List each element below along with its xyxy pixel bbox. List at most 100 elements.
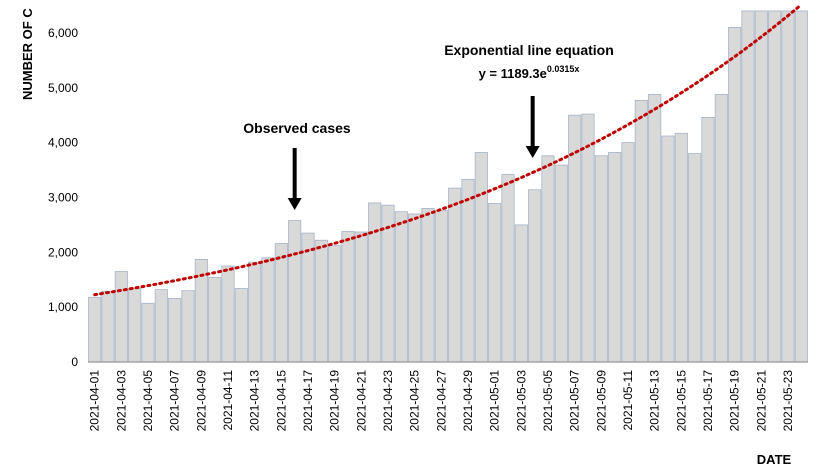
y-tick-label: 5,000 bbox=[48, 81, 78, 95]
bar-2021-04-01 bbox=[88, 296, 102, 363]
bar-2021-05-21 bbox=[754, 10, 768, 363]
bar-2021-05-13 bbox=[648, 93, 662, 363]
x-tick-label: 2021-04-07 bbox=[168, 370, 182, 432]
bar-2021-05-01 bbox=[488, 203, 502, 363]
bar-2021-05-18 bbox=[714, 93, 728, 363]
y-tick-label: 3,000 bbox=[48, 190, 78, 204]
x-tick-label: 2021-05-21 bbox=[754, 370, 768, 432]
bar-2021-04-29 bbox=[461, 178, 475, 363]
x-tick-label: 2021-04-27 bbox=[434, 370, 448, 432]
bar-2021-05-20 bbox=[741, 10, 755, 363]
x-tick-label: 2021-05-13 bbox=[648, 370, 662, 432]
annotation-arrow-observed bbox=[287, 148, 302, 210]
x-tick-label: 2021-04-03 bbox=[114, 370, 128, 432]
bar-2021-04-18 bbox=[314, 239, 328, 363]
bar-2021-05-12 bbox=[634, 99, 648, 363]
bar-2021-05-17 bbox=[701, 116, 715, 363]
equation-exponent: 0.0315x bbox=[547, 64, 580, 74]
arrow-head bbox=[525, 146, 540, 158]
x-tick-label: 2021-05-11 bbox=[621, 370, 635, 431]
x-tick-label: 2021-04-25 bbox=[408, 370, 422, 432]
bar-2021-05-10 bbox=[608, 152, 622, 363]
x-tick-label: 2021-05-17 bbox=[701, 370, 715, 432]
x-tick-label: 2021-04-09 bbox=[194, 370, 208, 432]
x-tick-label: 2021-05-01 bbox=[488, 370, 502, 432]
x-tick-label: 2021-05-09 bbox=[594, 370, 608, 432]
x-tick-label: 2021-04-11 bbox=[221, 370, 235, 431]
bar-2021-05-14 bbox=[661, 135, 675, 363]
x-tick-label: 2021-04-21 bbox=[354, 370, 368, 432]
bar-2021-04-04 bbox=[128, 288, 142, 363]
bar-2021-04-03 bbox=[114, 271, 128, 363]
y-tick-label: 1,000 bbox=[48, 300, 78, 314]
bar-2021-05-08 bbox=[581, 113, 595, 363]
bar-2021-04-10 bbox=[208, 277, 222, 363]
bar-2021-04-21 bbox=[354, 231, 368, 363]
y-axis-title: NUMBER OF C bbox=[20, 8, 35, 100]
bar-2021-05-03 bbox=[514, 224, 528, 363]
bar-2021-05-06 bbox=[554, 164, 568, 363]
bar-2021-04-24 bbox=[394, 211, 408, 363]
bar-2021-04-30 bbox=[474, 152, 488, 363]
x-tick-label: 2021-05-05 bbox=[541, 370, 555, 432]
bar-2021-04-16 bbox=[288, 220, 302, 363]
bar-2021-04-15 bbox=[274, 243, 288, 363]
x-tick-label: 2021-04-15 bbox=[274, 370, 288, 432]
x-axis-title: DATE bbox=[757, 452, 792, 467]
bar-2021-04-19 bbox=[328, 245, 342, 363]
bar-2021-04-22 bbox=[368, 202, 382, 363]
x-tick-label: 2021-04-29 bbox=[461, 370, 475, 432]
x-tick-labels: 2021-04-01 2021-04-03 2021-04-05 2021-04-07… bbox=[88, 370, 795, 432]
x-tick-label: 2021-05-19 bbox=[728, 370, 742, 432]
bar-2021-05-09 bbox=[594, 155, 608, 363]
bar-2021-05-23 bbox=[781, 10, 795, 363]
bar-2021-04-14 bbox=[261, 257, 275, 363]
x-tick-label: 2021-04-05 bbox=[141, 370, 155, 432]
y-tick-labels: 0 1,000 2,000 3,000 4,000 5,000 6,000 bbox=[48, 26, 78, 369]
bar-2021-05-16 bbox=[688, 153, 702, 363]
x-tick-label: 2021-04-23 bbox=[381, 370, 395, 432]
bar-2021-05-05 bbox=[541, 155, 555, 363]
bar-2021-05-04 bbox=[528, 189, 542, 363]
bar-2021-04-06 bbox=[154, 289, 168, 363]
bar-2021-04-25 bbox=[408, 213, 422, 363]
x-tick-label: 2021-05-15 bbox=[674, 370, 688, 432]
bar-2021-04-28 bbox=[448, 187, 462, 363]
bar-2021-05-15 bbox=[674, 132, 688, 363]
x-tick-label: 2021-04-01 bbox=[88, 370, 102, 432]
annotation-observed-cases: Observed cases bbox=[243, 120, 351, 136]
bar-2021-05-24 bbox=[794, 10, 808, 363]
x-tick-label: 2021-04-13 bbox=[248, 370, 262, 432]
bar-2021-04-27 bbox=[434, 210, 448, 363]
annotation-arrow-equation bbox=[525, 96, 540, 158]
trendline-group bbox=[93, 3, 803, 297]
bar-2021-04-20 bbox=[341, 231, 355, 363]
x-tick-label: 2021-05-03 bbox=[514, 370, 528, 432]
arrow-head bbox=[287, 198, 302, 210]
annotation-equation: y = 1189.3e0.0315x bbox=[479, 64, 580, 81]
x-tick-label: 2021-05-23 bbox=[781, 370, 795, 432]
trendline bbox=[93, 3, 803, 297]
x-tick-label: 2021-05-07 bbox=[568, 370, 582, 432]
bar-2021-05-19 bbox=[728, 27, 742, 363]
bar-2021-04-26 bbox=[421, 208, 435, 363]
y-tick-label: 0 bbox=[71, 355, 78, 369]
annotation-equation-title: Exponential line equation bbox=[444, 42, 614, 58]
bar-2021-04-02 bbox=[101, 290, 115, 363]
bar-2021-05-11 bbox=[621, 142, 635, 363]
bar-2021-04-05 bbox=[141, 302, 155, 363]
bar-2021-04-08 bbox=[181, 290, 195, 363]
bar-2021-04-13 bbox=[248, 261, 262, 363]
x-tick-label: 2021-04-17 bbox=[301, 370, 315, 432]
bar-2021-05-02 bbox=[501, 174, 515, 363]
bar-2021-04-11 bbox=[221, 265, 235, 363]
y-tick-label: 6,000 bbox=[48, 26, 78, 40]
equation-prefix: y = 1189.3e bbox=[479, 66, 547, 81]
y-tick-label: 2,000 bbox=[48, 245, 78, 259]
bar-2021-04-07 bbox=[168, 297, 182, 363]
y-tick-label: 4,000 bbox=[48, 136, 78, 150]
bar-2021-05-22 bbox=[768, 10, 782, 363]
bar-2021-04-12 bbox=[234, 288, 248, 363]
x-tick-label: 2021-04-19 bbox=[328, 370, 342, 432]
